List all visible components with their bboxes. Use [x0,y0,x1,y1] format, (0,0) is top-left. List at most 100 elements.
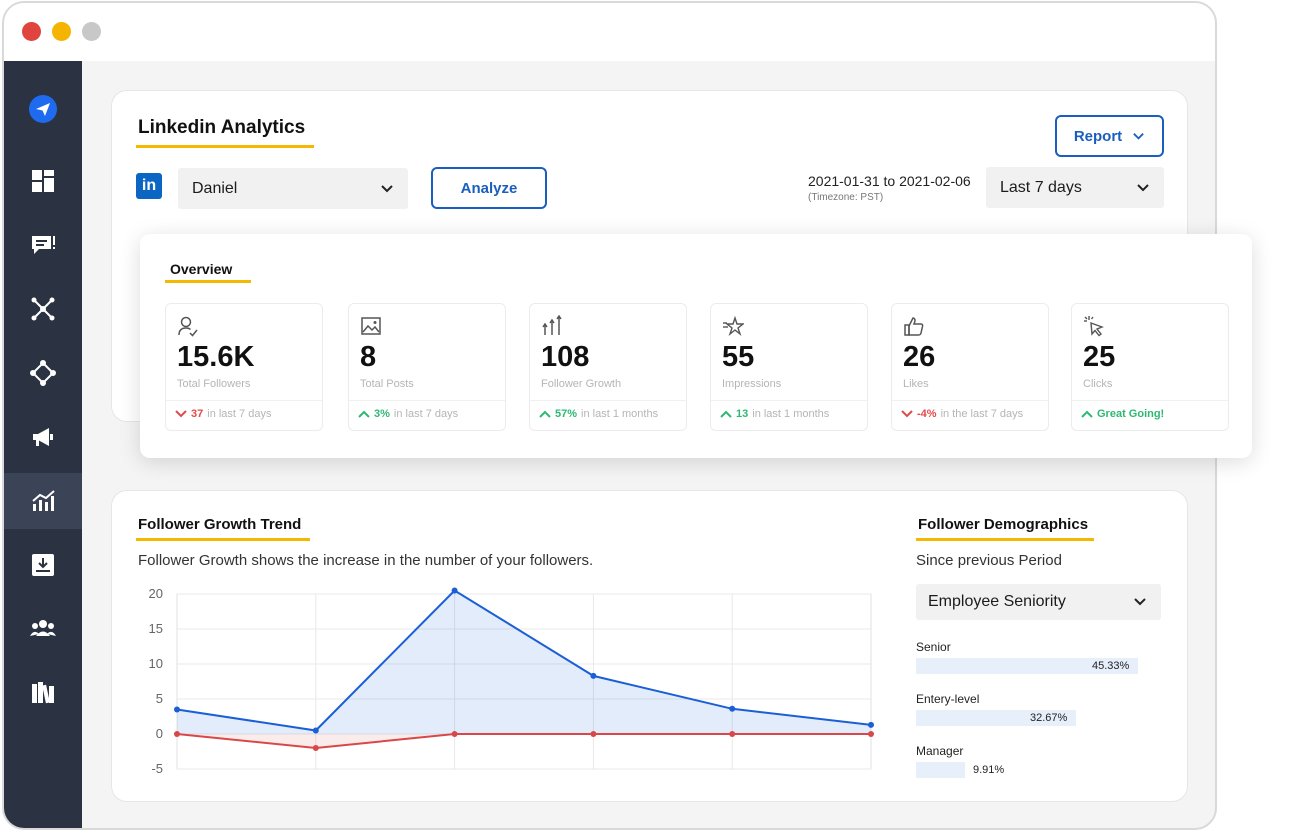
divider [530,400,686,401]
stat-delta-note: in last 7 days [393,408,459,420]
cursor-click-icon [1084,316,1104,337]
sidebar-item-campaigns[interactable] [4,409,82,465]
y-tick-label: 15 [149,621,163,636]
team-users-icon [30,620,56,636]
data-point [451,587,458,594]
stat-card-total-followers[interactable]: 15.6K Total Followers 37 in last 7 days [165,303,323,431]
chevron-down-icon [1137,183,1149,191]
demographics-title: Follower Demographics [918,516,1089,533]
stat-value: 108 [541,341,590,373]
overview-title: Overview [170,261,233,277]
stat-name: Follower Growth [541,378,622,390]
chevron-up-icon [358,410,370,418]
account-select-value: Daniel [192,179,238,197]
stat-delta-value: 13 [736,408,749,420]
sidebar-item-connections[interactable] [4,345,82,401]
title-bar [4,3,1215,61]
close-window-button[interactable] [22,22,41,41]
analyze-button[interactable]: Analyze [431,167,547,209]
demographic-value: 9.91% [973,764,1005,776]
period-select-value: Last 7 days [1000,178,1082,196]
sidebar-item-dashboard[interactable] [4,153,82,209]
growth-arrows-icon [542,315,562,335]
data-point [868,721,874,728]
megaphone-icon [33,428,53,446]
sidebar-item-team[interactable] [4,601,82,657]
sidebar-item-send[interactable] [4,81,82,137]
chevron-down-icon [175,410,187,418]
date-range: 2021-01-31 to 2021-02-06 [808,173,971,189]
demographic-bar [916,658,1138,674]
chevron-up-icon [1081,410,1093,418]
account-select[interactable]: Daniel [178,168,408,209]
data-point [312,745,319,751]
stat-name: Clicks [1083,378,1113,390]
overview-panel: Overview 15.6K Total Followers 37 in las… [140,234,1252,458]
stat-card-likes[interactable]: 26 Likes -4% in the last 7 days [891,303,1049,431]
chevron-up-icon [539,410,551,418]
stat-delta-note: in last 1 months [752,408,830,420]
sidebar-item-analytics[interactable] [4,473,82,529]
data-point [590,672,597,679]
demographic-bar [916,762,965,778]
sidebar-item-library[interactable] [4,665,82,721]
timezone-note: (Timezone: PST) [808,192,884,203]
linkedin-logo-icon: in [136,173,162,199]
y-tick-label: 20 [149,586,163,601]
series-line [176,589,872,732]
stat-card-clicks[interactable]: 25 Clicks Great Going! [1071,303,1229,431]
title-underline [136,145,314,148]
dashboard-icon [32,170,54,192]
chevron-down-icon [381,184,393,192]
y-tick-label: 5 [156,691,163,706]
inbox-download-icon [32,554,54,576]
stat-delta: Great Going! [1081,408,1168,420]
sidebar-item-messages[interactable] [4,217,82,273]
maximize-window-button[interactable] [82,22,101,41]
chevron-down-icon [1134,598,1146,606]
data-point [174,731,180,737]
stat-delta-value: Great Going! [1097,408,1165,420]
chevron-up-icon [720,410,732,418]
stat-name: Impressions [722,378,782,390]
report-label: Report [1073,127,1123,145]
stat-delta-note: in last 7 days [207,408,272,420]
divider [166,400,322,401]
stat-delta: 13 in last 1 months [720,408,829,420]
sidebar-item-inbox[interactable] [4,537,82,593]
demographic-value: 45.33% [1092,660,1130,672]
y-tick-label: 10 [149,656,163,671]
network-nodes-icon [31,297,55,321]
stat-name: Total Posts [360,378,414,390]
stat-value: 55 [722,341,755,373]
series-line [176,733,871,750]
demographic-label: Senior [916,640,951,654]
star-icon [723,315,744,337]
demographic-label: Manager [916,744,964,758]
stat-delta-note: in the last 7 days [940,408,1024,420]
stat-card-impressions[interactable]: 55 Impressions 13 in last 1 months [710,303,868,431]
demographics-underline [916,538,1094,541]
data-point [729,731,736,737]
minimize-window-button[interactable] [52,22,71,41]
stat-value: 25 [1083,341,1116,373]
data-point [590,731,597,737]
sidebar-item-network[interactable] [4,281,82,337]
stat-delta: 3% in last 7 days [358,408,458,420]
report-dropdown-button[interactable]: Report [1055,115,1164,157]
chevron-down-icon [901,410,913,418]
stat-name: Likes [903,378,929,390]
period-select[interactable]: Last 7 days [986,167,1164,208]
demographics-filter-select[interactable]: Employee Seniority [916,584,1161,620]
overview-underline [165,280,251,283]
stat-delta: 37 in last 7 days [175,408,271,420]
stat-delta-value: 37 [191,408,204,420]
stat-delta-note: in last 1 months [581,408,659,420]
demographic-label: Entery-level [916,692,980,706]
stat-card-total-posts[interactable]: 8 Total Posts 3% in last 7 days [348,303,506,431]
stat-card-follower-growth[interactable]: 108 Follower Growth 57% in last 1 months [529,303,687,431]
stat-value: 8 [360,341,377,373]
stat-name: Total Followers [177,378,251,390]
stat-delta-value: 57% [555,408,578,420]
data-point [174,706,180,713]
